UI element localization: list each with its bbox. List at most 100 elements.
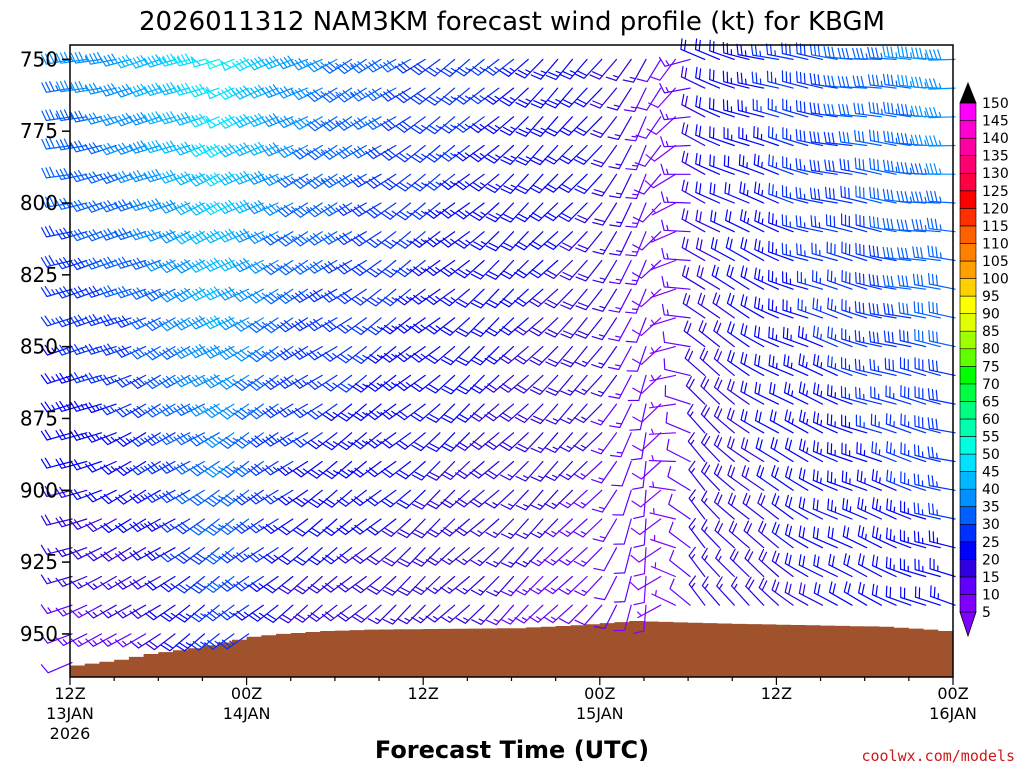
- wind-barb: [528, 259, 559, 279]
- wind-barb: [500, 116, 529, 136]
- wind-barb: [129, 547, 161, 561]
- wind-barb: [650, 259, 676, 271]
- wind-barb: [741, 465, 765, 491]
- wind-barb: [560, 317, 588, 339]
- wind-barb: [781, 70, 809, 89]
- wind-barb: [129, 403, 161, 419]
- colorbar-label: 65: [982, 394, 1000, 410]
- wind-barb: [247, 259, 279, 274]
- wind-barb: [530, 460, 559, 482]
- wind-barb: [144, 489, 176, 503]
- wind-barb: [797, 325, 824, 348]
- colorbar-swatch: [959, 295, 977, 315]
- wind-barb: [701, 433, 721, 463]
- wind-barb: [262, 547, 294, 564]
- wind-barb: [852, 75, 882, 89]
- wind-barb: [114, 315, 147, 328]
- wind-barb: [592, 288, 618, 312]
- wind-barb: [335, 87, 367, 103]
- wind-barb: [70, 604, 102, 619]
- wind-barb: [809, 43, 838, 60]
- wind-barb: [886, 469, 912, 491]
- wind-barb: [574, 58, 603, 79]
- wind-barb: [631, 288, 662, 308]
- wind-barb: [500, 173, 529, 194]
- wind-barb: [40, 286, 73, 298]
- wind-barb: [85, 82, 117, 95]
- wind-barb: [927, 245, 956, 262]
- wind-barb: [455, 259, 485, 279]
- wind-barb: [680, 65, 706, 89]
- wind-barb: [500, 489, 529, 510]
- wind-barb: [56, 51, 88, 64]
- wind-barb: [321, 173, 353, 189]
- wind-barb: [573, 489, 603, 509]
- wind-barb: [85, 547, 117, 562]
- wind-barb: [897, 45, 927, 60]
- wind-barb: [500, 202, 529, 223]
- wind-barb: [320, 259, 353, 274]
- wind-barb: [709, 126, 735, 147]
- wind-barb: [528, 231, 559, 250]
- wind-barb: [160, 633, 191, 652]
- wind-barb: [661, 303, 691, 319]
- wind-barb: [883, 330, 912, 348]
- wind-barb: [659, 109, 691, 121]
- wind-barb: [247, 432, 279, 448]
- wind-barb: [246, 113, 279, 127]
- wind-barb: [114, 604, 147, 619]
- wind-barb: [143, 198, 176, 212]
- wind-barb: [515, 58, 544, 79]
- wind-barb: [855, 271, 882, 290]
- wind-barb: [514, 259, 544, 279]
- wind-barb: [869, 358, 897, 376]
- wind-barb: [885, 413, 912, 434]
- wind-barb: [742, 492, 765, 520]
- terrain-fill: [70, 621, 953, 677]
- wind-barb: [469, 173, 500, 192]
- wind-barb: [395, 144, 426, 163]
- wind-barb: [55, 257, 88, 270]
- wind-barb: [841, 357, 868, 376]
- wind-barb: [727, 321, 750, 348]
- wind-barb: [681, 208, 706, 233]
- wind-barb: [858, 582, 882, 606]
- wind-barb: [883, 130, 912, 147]
- wind-barb: [380, 460, 412, 478]
- wind-barb: [84, 171, 117, 184]
- wind-barb: [633, 173, 662, 195]
- wind-barb: [425, 547, 456, 566]
- wind-barb: [232, 228, 264, 243]
- wind-barb: [661, 247, 691, 262]
- wind-barb: [261, 173, 294, 187]
- wind-barb: [352, 604, 382, 623]
- wind-barb: [868, 330, 897, 348]
- wind-barb: [825, 186, 853, 204]
- wind-barb: [593, 575, 618, 601]
- wind-barb: [291, 259, 323, 275]
- wind-barb: [545, 58, 573, 81]
- wind-barb: [632, 460, 647, 490]
- wind-barb: [724, 182, 750, 204]
- wind-barb: [84, 432, 117, 443]
- wind-barb: [740, 437, 765, 463]
- wind-barb: [439, 231, 470, 248]
- wind-barb: [335, 144, 367, 159]
- wind-barb: [668, 493, 691, 520]
- wind-barb: [217, 143, 250, 158]
- wind-barb: [914, 586, 941, 606]
- wind-barb: [291, 58, 323, 71]
- wind-barb: [129, 228, 161, 241]
- wind-barb: [158, 432, 191, 446]
- wind-barb: [771, 465, 794, 491]
- wind-barb: [100, 547, 132, 562]
- wind-barb: [870, 413, 897, 434]
- wind-barb: [70, 518, 102, 530]
- wind-barb: [651, 589, 676, 606]
- wind-barb: [913, 502, 941, 520]
- wind-barb: [529, 346, 559, 366]
- wind-barb: [650, 562, 676, 578]
- wind-barb: [85, 604, 117, 619]
- wind-barb: [662, 331, 691, 348]
- wind-barb: [499, 87, 529, 107]
